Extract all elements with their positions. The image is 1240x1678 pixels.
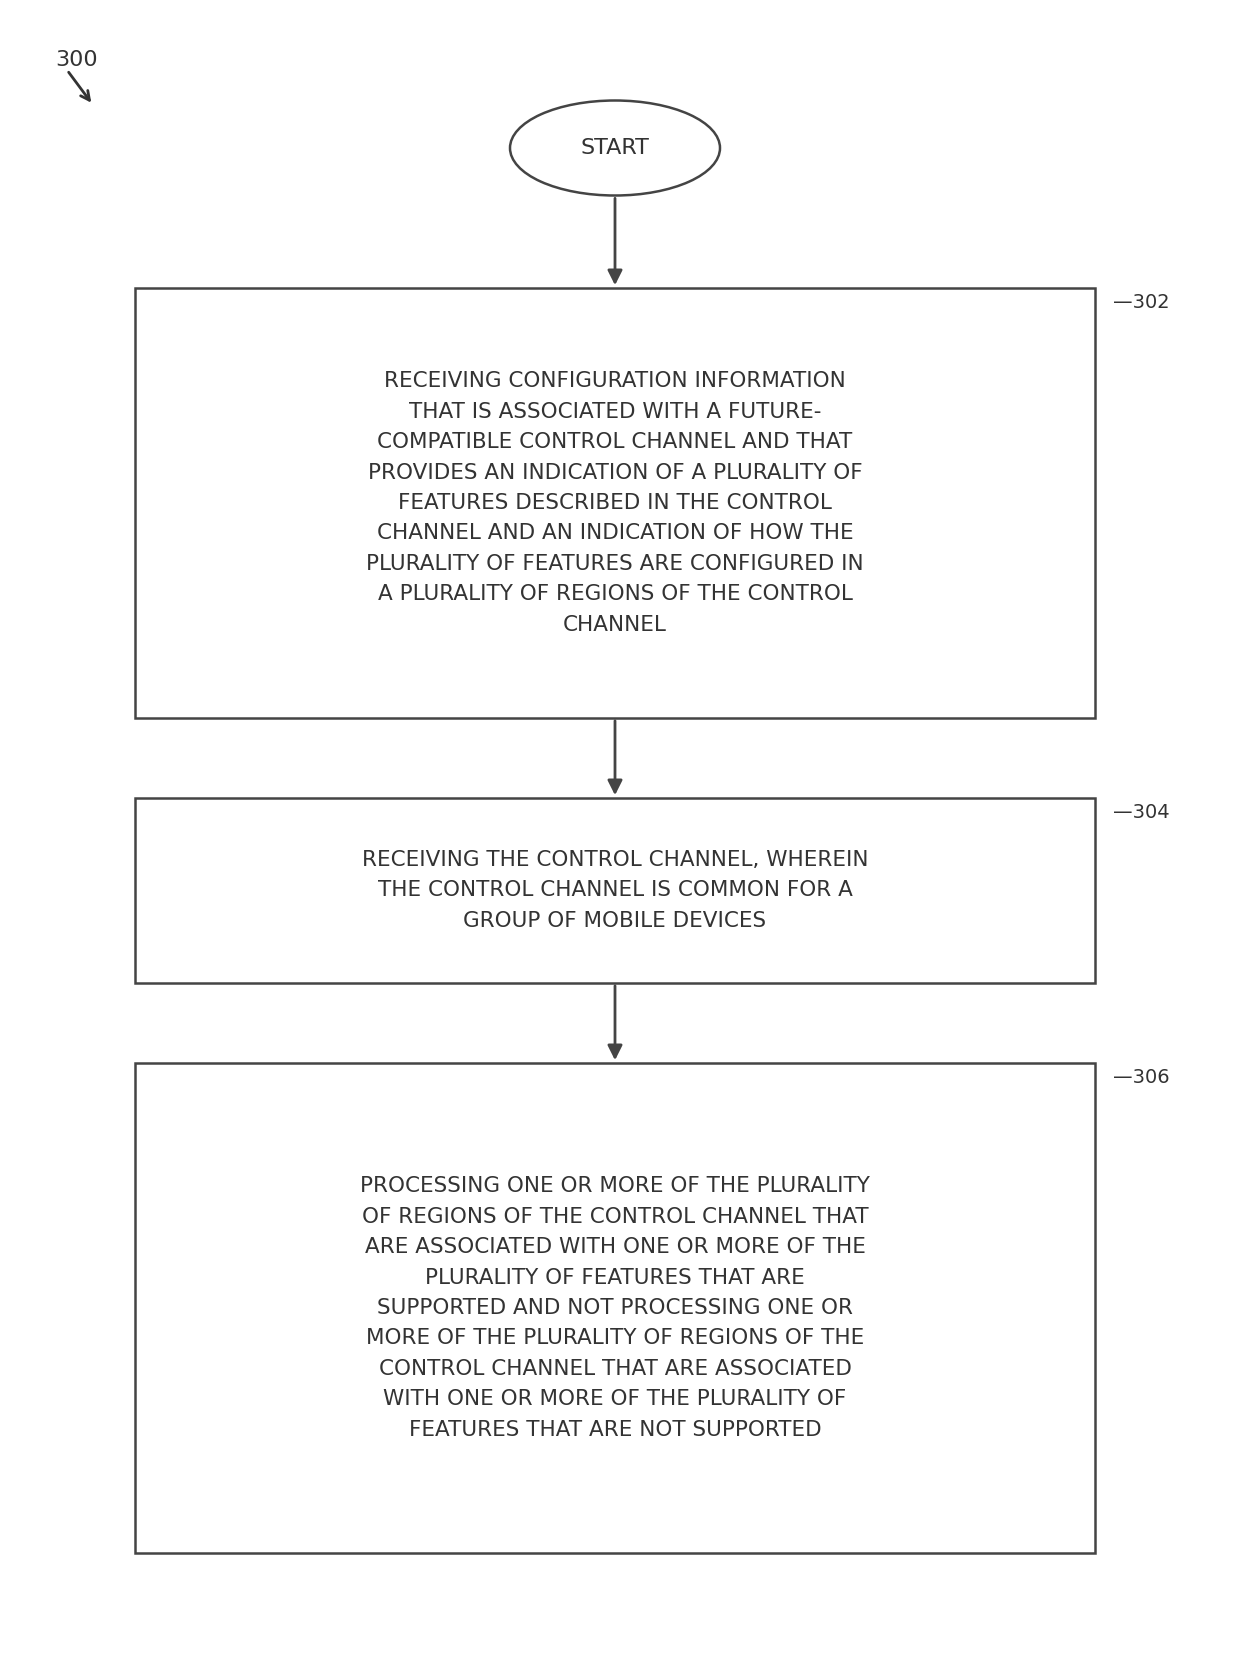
- Text: —302: —302: [1114, 294, 1169, 312]
- Text: 300: 300: [55, 50, 98, 70]
- FancyBboxPatch shape: [135, 799, 1095, 983]
- Text: RECEIVING THE CONTROL CHANNEL, WHEREIN
THE CONTROL CHANNEL IS COMMON FOR A
GROUP: RECEIVING THE CONTROL CHANNEL, WHEREIN T…: [362, 851, 868, 931]
- Text: —306: —306: [1114, 1067, 1169, 1087]
- Text: —304: —304: [1114, 804, 1169, 822]
- Text: RECEIVING CONFIGURATION INFORMATION
THAT IS ASSOCIATED WITH A FUTURE-
COMPATIBLE: RECEIVING CONFIGURATION INFORMATION THAT…: [366, 371, 864, 634]
- Text: PROCESSING ONE OR MORE OF THE PLURALITY
OF REGIONS OF THE CONTROL CHANNEL THAT
A: PROCESSING ONE OR MORE OF THE PLURALITY …: [360, 1176, 870, 1440]
- FancyBboxPatch shape: [135, 1062, 1095, 1554]
- Text: START: START: [580, 138, 650, 158]
- Ellipse shape: [510, 101, 720, 196]
- FancyBboxPatch shape: [135, 289, 1095, 718]
